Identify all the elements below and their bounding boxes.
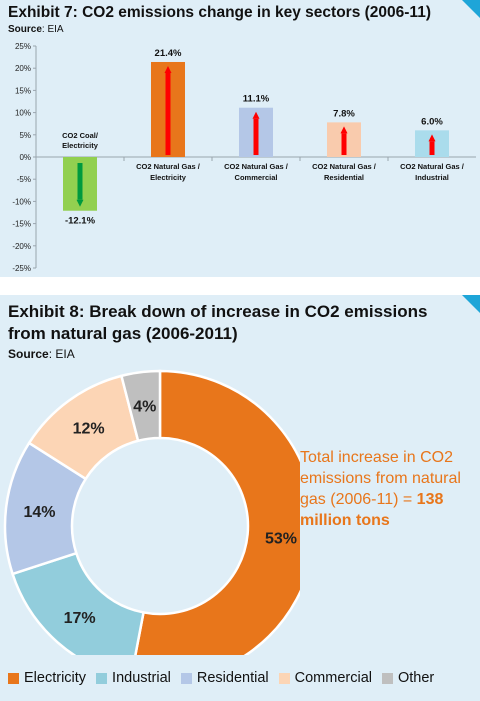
slice-value-label: 4%: [133, 398, 156, 415]
legend-swatch: [8, 672, 19, 684]
corner-accent: [462, 295, 480, 313]
exhibit7-title: Exhibit 7: CO2 emissions change in key s…: [8, 4, 431, 21]
exhibit8-title: Exhibit 8: Break down of increase in CO2…: [8, 302, 428, 343]
value-label: 6.0%: [421, 116, 443, 127]
legend-item: Industrial: [96, 670, 171, 686]
category-label: CO2 Natural Gas /: [312, 162, 377, 171]
slice-value-label: 14%: [23, 504, 55, 521]
slice-value-label: 17%: [64, 610, 96, 627]
legend-label: Electricity: [24, 670, 87, 686]
legend-item: Electricity: [8, 670, 86, 686]
y-tick-label: 20%: [15, 64, 31, 73]
slice-value-label: 53%: [265, 530, 297, 547]
donut-slice: [119, 369, 162, 443]
y-tick-label: 15%: [15, 86, 31, 95]
change-arrow-head: [252, 111, 260, 119]
value-label: 11.1%: [243, 94, 270, 105]
legend-label: Residential: [196, 670, 269, 686]
category-label: CO2 Natural Gas /: [224, 162, 289, 171]
legend-swatch: [180, 672, 192, 684]
exhibit8-source-label: Source: [8, 347, 49, 361]
exhibit7-source-value: : EIA: [41, 24, 64, 35]
exhibit8-source-value: : EIA: [48, 347, 75, 361]
category-label: CO2 Natural Gas /: [136, 162, 201, 171]
exhibit7-panel: Exhibit 7: CO2 emissions change in key s…: [0, 0, 480, 277]
legend-swatch: [278, 672, 290, 684]
change-arrow-head: [76, 199, 84, 207]
change-arrow-head: [428, 134, 436, 142]
legend-item: Commercial: [278, 670, 372, 686]
legend-item: Other: [381, 670, 435, 686]
legend-label: Other: [397, 670, 435, 686]
exhibit7-bar-chart: 25% 20% 15% 10% 5% 0% -5% -10% -15% -20% -25% -12.1…: [12, 42, 476, 273]
category-label: Electricity: [150, 173, 187, 182]
category-label: CO2 Natural Gas /: [400, 162, 465, 171]
change-arrow-head: [164, 65, 172, 73]
legend-item: Residential: [180, 670, 269, 686]
legend-label: Industrial: [112, 670, 171, 686]
category-label: Residential: [324, 173, 364, 182]
exhibit7-source: Source: EIA: [8, 24, 64, 35]
category-label: Industrial: [415, 173, 449, 182]
slice-value-label: 12%: [73, 421, 105, 438]
y-tick-label: 25%: [15, 42, 31, 51]
value-label: -12.1%: [65, 216, 96, 227]
annotation-highlight: 138 million tons: [300, 491, 444, 529]
corner-accent: [462, 0, 480, 18]
legend-swatch: [96, 672, 108, 684]
exhibit8-panel: Exhibit 8: Break down of increase in CO2…: [0, 295, 480, 701]
y-tick-label: -15%: [12, 220, 31, 229]
y-tick-label: 5%: [19, 131, 31, 140]
change-arrow-head: [340, 126, 348, 134]
y-tick-label: 0%: [19, 153, 31, 162]
y-tick-label: -5%: [17, 175, 31, 184]
category-label: Commercial: [235, 173, 278, 182]
exhibit7-source-label: Source: [8, 24, 42, 35]
exhibit8-annotation: Total increase in CO2 emissions from nat…: [300, 447, 480, 531]
value-label: 21.4%: [155, 48, 182, 59]
exhibit8-legend: Electricity Industrial Residential Commerci…: [8, 668, 444, 688]
y-tick-label: -25%: [12, 264, 31, 273]
y-tick-label: 10%: [15, 109, 31, 118]
value-label: 7.8%: [333, 108, 355, 119]
category-label: Electricity: [62, 141, 99, 150]
legend-swatch: [381, 672, 393, 684]
donut-slice: [134, 369, 300, 655]
legend-label: Commercial: [294, 670, 372, 686]
category-label: CO2 Coal/: [62, 131, 99, 140]
annotation-text: Total increase in CO2 emissions from nat…: [300, 449, 461, 508]
y-tick-label: -20%: [12, 242, 31, 251]
exhibit8-source: Source: EIA: [8, 347, 75, 361]
y-tick-label: -10%: [12, 197, 31, 206]
exhibit8-donut-chart: 53% 17% 14% 12% 4%: [3, 369, 300, 655]
